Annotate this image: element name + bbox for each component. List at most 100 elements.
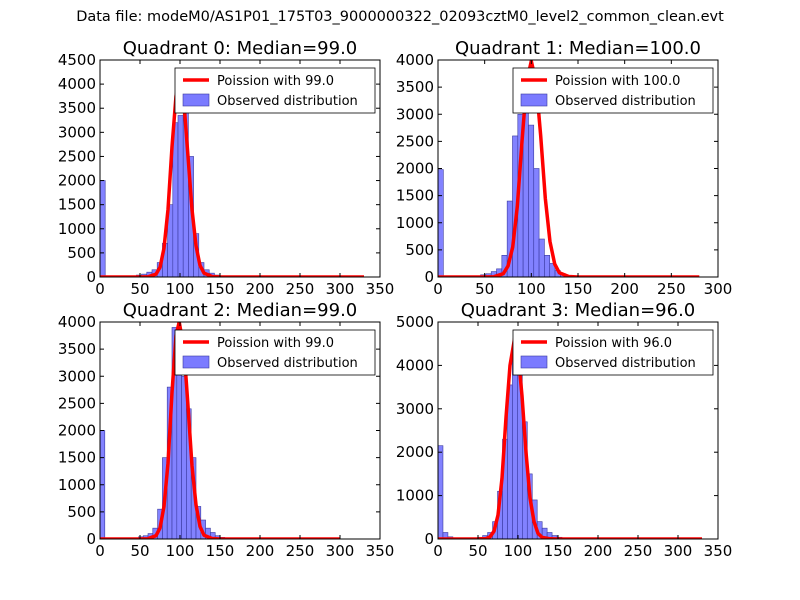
legend: Poission with 100.0 Observed distribution (512, 67, 714, 114)
histogram-bar (438, 169, 444, 277)
histogram-bar (544, 255, 551, 277)
y-tick-label: 0 (86, 268, 96, 286)
legend-label-observed: Observed distribution (217, 356, 358, 371)
axes-frame (99, 59, 381, 278)
chart-panel-1: Quadrant 1: Median=100.0 0 50 100 150 200 250 3… (396, 38, 733, 298)
histogram-bar (177, 115, 184, 277)
x-tick-label: 0 (95, 280, 105, 298)
plot-area (100, 77, 364, 277)
x-tick-label: 100 (504, 542, 533, 560)
legend-bar-swatch (520, 93, 548, 107)
y-tick-label: 500 (405, 241, 434, 259)
legend-label-poisson: Poission with 96.0 (555, 336, 672, 351)
x-tick-label: 200 (246, 542, 275, 560)
chart-panel-0: Quadrant 0: Median=99.0 0 50 100 150 200 250 30… (58, 38, 395, 298)
y-tick-label: 3500 (58, 340, 96, 358)
y-tick-label: 2500 (396, 132, 434, 150)
histogram-bar (181, 375, 187, 539)
y-tick-label: 3000 (396, 105, 434, 123)
y-tick-label: 1000 (58, 476, 96, 494)
poisson-line (100, 77, 364, 277)
x-tick-label: 150 (544, 542, 573, 560)
poisson-line (438, 335, 702, 539)
x-tick-label: 350 (366, 280, 395, 298)
x-tick-label: 150 (206, 542, 235, 560)
x-tick-label: 300 (664, 542, 693, 560)
legend-label-poisson: Poission with 100.0 (555, 74, 680, 89)
chart-title: Quadrant 2: Median=99.0 (123, 300, 358, 321)
chart-panel-3: Quadrant 3: Median=96.0 0 50 100 150 200 250 30… (396, 300, 733, 560)
y-tick-label: 2500 (58, 147, 96, 165)
histogram-bar (528, 124, 535, 277)
histogram-bar (533, 168, 540, 277)
x-tick-label: 100 (517, 280, 546, 298)
x-tick-label: 50 (475, 280, 494, 298)
y-tick-label: 500 (67, 244, 96, 262)
x-tick-label: 50 (130, 542, 149, 560)
x-tick-label: 0 (95, 542, 105, 560)
histogram-bar (538, 238, 545, 277)
chart-title: Quadrant 3: Median=96.0 (461, 300, 696, 321)
y-tick-label: 4000 (58, 313, 96, 331)
x-tick-label: 250 (624, 542, 653, 560)
legend: Poission with 99.0 Observed distribution (174, 329, 376, 376)
y-tick-label: 2500 (58, 394, 96, 412)
x-tick-label: 150 (564, 280, 593, 298)
chart-title: Quadrant 0: Median=99.0 (123, 38, 358, 59)
x-tick-label: 150 (206, 280, 235, 298)
y-tick-label: 4000 (396, 51, 434, 69)
x-tick-label: 0 (433, 542, 443, 560)
y-tick-label: 1000 (396, 214, 434, 232)
x-tick-label: 300 (326, 280, 355, 298)
y-tick-label: 5000 (396, 313, 434, 331)
x-tick-label: 100 (166, 280, 195, 298)
legend-label-poisson: Poission with 99.0 (217, 336, 334, 351)
y-tick-label: 1000 (396, 487, 434, 505)
x-tick-label: 250 (286, 280, 315, 298)
y-tick-label: 3000 (58, 123, 96, 141)
legend-label-observed: Observed distribution (555, 356, 696, 371)
y-tick-label: 1500 (58, 196, 96, 214)
y-tick-label: 3000 (396, 400, 434, 418)
y-tick-label: 4000 (396, 356, 434, 374)
y-tick-label: 1500 (58, 449, 96, 467)
x-tick-label: 50 (468, 542, 487, 560)
y-tick-label: 3500 (58, 99, 96, 117)
y-tick-label: 2000 (396, 160, 434, 178)
axes-frame (437, 321, 719, 540)
figure-suptitle: Data file: modeM0/AS1P01_175T03_90000003… (76, 9, 724, 25)
chart-panel-2: Quadrant 2: Median=99.0 0 50 100 150 200 250 30… (58, 300, 395, 560)
x-tick-label: 300 (326, 542, 355, 560)
histogram-bar (512, 354, 518, 539)
legend-label-poisson: Poission with 99.0 (217, 74, 334, 89)
y-tick-label: 0 (424, 268, 434, 286)
chart-title: Quadrant 1: Median=100.0 (455, 38, 701, 59)
y-tick-label: 2000 (58, 172, 96, 190)
y-tick-label: 1500 (396, 187, 434, 205)
x-tick-label: 250 (286, 542, 315, 560)
x-tick-label: 350 (366, 542, 395, 560)
legend-label-observed: Observed distribution (217, 94, 358, 109)
x-tick-label: 350 (704, 542, 733, 560)
x-tick-label: 0 (433, 280, 443, 298)
x-tick-label: 50 (130, 280, 149, 298)
x-tick-label: 200 (610, 280, 639, 298)
x-tick-label: 250 (657, 280, 686, 298)
y-tick-label: 1000 (58, 220, 96, 238)
legend-bar-swatch (182, 355, 210, 369)
histogram-bar (438, 445, 444, 539)
y-tick-label: 4500 (58, 51, 96, 69)
x-tick-label: 100 (166, 542, 195, 560)
legend: Poission with 96.0 Observed distribution (512, 329, 714, 376)
y-tick-label: 0 (86, 530, 96, 548)
legend-label-observed: Observed distribution (555, 94, 696, 109)
x-tick-label: 200 (584, 542, 613, 560)
x-tick-label: 300 (704, 280, 733, 298)
legend-bar-swatch (182, 93, 210, 107)
legend-bar-swatch (520, 355, 548, 369)
y-tick-label: 0 (424, 530, 434, 548)
y-tick-label: 4000 (58, 75, 96, 93)
x-tick-label: 200 (246, 280, 275, 298)
